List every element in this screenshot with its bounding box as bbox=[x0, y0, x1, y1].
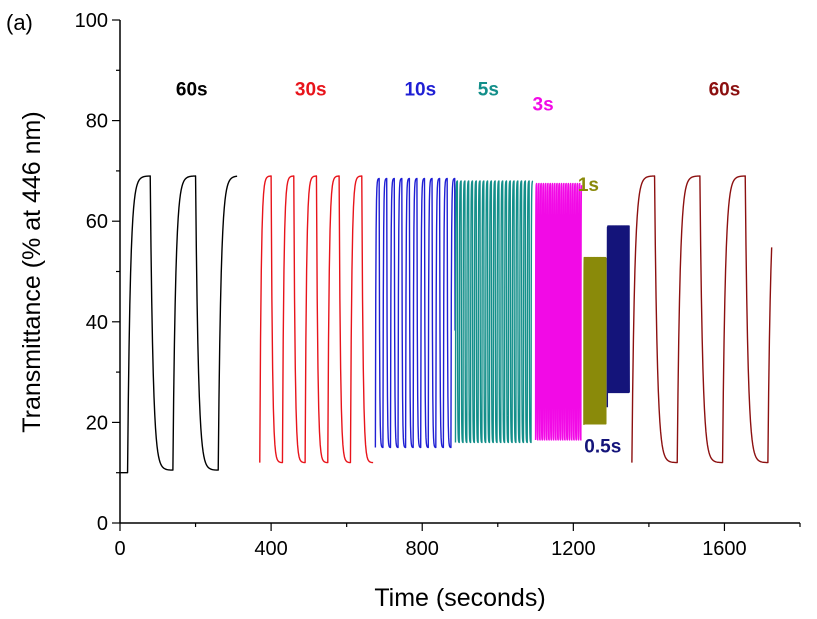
series-label: 5s bbox=[478, 79, 499, 100]
y-tick-label: 0 bbox=[97, 513, 108, 535]
series-line bbox=[583, 256, 607, 425]
x-tick-label: 1200 bbox=[551, 538, 596, 560]
series-line bbox=[374, 177, 456, 449]
y-tick-label: 80 bbox=[86, 111, 108, 133]
axes: 0 20 40 60 80 100 0 400 800 1200 1600 bbox=[75, 10, 801, 560]
y-tick-label: 60 bbox=[86, 211, 108, 233]
series-line bbox=[259, 175, 374, 464]
x-axis-title: Time (seconds) bbox=[374, 584, 545, 612]
plot-area bbox=[120, 175, 773, 474]
labels: 60s 30s 10s 5s 3s 1s 0.5s 60s bbox=[176, 79, 740, 457]
series-label: 60s bbox=[709, 79, 741, 100]
y-axis-title: Transmittance (% at 446 nm) bbox=[18, 111, 46, 432]
x-tick-label: 0 bbox=[114, 538, 125, 560]
series-line bbox=[454, 180, 534, 444]
y-tick-label: 40 bbox=[86, 312, 108, 334]
series-line bbox=[120, 175, 238, 474]
x-tick-label: 400 bbox=[254, 538, 287, 560]
x-tick-label: 800 bbox=[406, 538, 439, 560]
y-tick-label: 100 bbox=[75, 10, 108, 32]
series-line bbox=[606, 225, 630, 408]
series-label: 3s bbox=[533, 95, 554, 116]
y-tick-label: 20 bbox=[86, 412, 108, 434]
series-label: 1s bbox=[578, 175, 599, 196]
panel-label: (a) bbox=[6, 10, 33, 35]
series-label: 10s bbox=[404, 79, 436, 100]
series-label: 0.5s bbox=[584, 437, 621, 458]
series-label: 30s bbox=[295, 79, 327, 100]
series-line bbox=[534, 182, 583, 441]
series-label: 60s bbox=[176, 79, 208, 100]
series-line bbox=[631, 175, 773, 464]
x-tick-label: 1600 bbox=[702, 538, 747, 560]
